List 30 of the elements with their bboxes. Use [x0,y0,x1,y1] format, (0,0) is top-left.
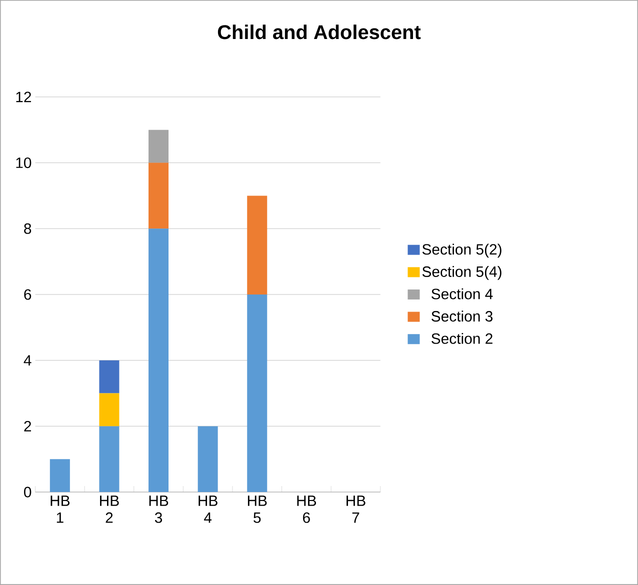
bar [99,360,120,394]
bar [148,228,169,492]
bar [148,130,169,163]
x-tick-label: HB 6 [297,496,316,523]
bar [99,426,120,492]
bar [50,459,70,492]
bar [148,162,169,229]
y-tick-label: 6 [24,289,32,300]
x-tick-label: HB 1 [50,496,70,523]
legend-label: Section 3 [432,310,493,322]
legend-label: Section 2 [432,332,492,344]
chart-title: Child and Adolescent [218,24,421,40]
x-tick-label: HB 7 [346,496,366,523]
bar [198,426,218,492]
y-tick-label: 4 [24,355,32,366]
x-tick-label: HB 2 [100,496,119,523]
y-tick-label: 8 [24,223,32,234]
x-tick-label: HB 3 [149,496,168,523]
bar [247,294,268,492]
y-tick-label: 10 [16,158,32,168]
legend-label: Section 5(2) [422,244,502,258]
x-tick-label: HB 4 [198,496,218,523]
y-tick-label: 12 [16,92,31,102]
legend-label: Section 5(4) [422,266,502,280]
y-tick-label: 2 [24,420,32,432]
bar [99,393,120,426]
y-tick-label: 0 [24,486,32,498]
x-tick-label: HB 5 [248,496,267,523]
legend-label: Section 4 [432,288,493,300]
bar [247,196,268,294]
